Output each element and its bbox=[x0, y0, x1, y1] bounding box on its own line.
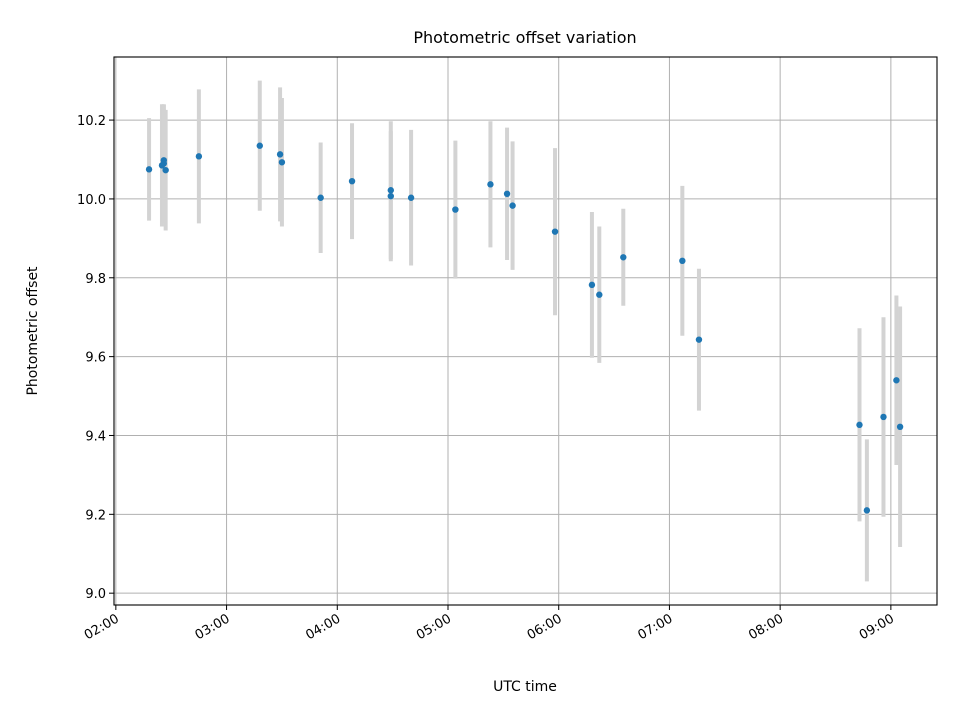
y-tick-label: 10.0 bbox=[77, 193, 106, 208]
data-point bbox=[452, 206, 459, 213]
y-tick-label: 9.0 bbox=[85, 587, 106, 602]
data-point bbox=[551, 228, 559, 235]
y-tick-label: 9.4 bbox=[85, 429, 106, 444]
data-point bbox=[695, 336, 703, 343]
y-tick-label: 9.2 bbox=[85, 508, 106, 523]
data-point bbox=[256, 142, 263, 149]
data-points bbox=[145, 142, 904, 514]
data-point bbox=[893, 377, 900, 384]
x-axis-label: UTC time bbox=[493, 679, 557, 695]
chart-title: Photometric offset variation bbox=[413, 28, 636, 47]
grid bbox=[114, 57, 937, 605]
plot-frame bbox=[113, 56, 938, 606]
data-point bbox=[387, 192, 394, 200]
y-axis-label: Photometric offset bbox=[25, 266, 41, 396]
data-point bbox=[863, 507, 871, 514]
data-point bbox=[276, 151, 284, 158]
data-point bbox=[195, 153, 203, 160]
data-point bbox=[387, 187, 394, 194]
data-point bbox=[317, 194, 324, 201]
y-tick-label: 9.6 bbox=[85, 351, 106, 366]
data-point bbox=[348, 177, 356, 185]
y-tick-label: 9.8 bbox=[85, 272, 106, 287]
data-point bbox=[509, 202, 516, 209]
data-point bbox=[588, 281, 596, 289]
data-point bbox=[679, 257, 686, 265]
data-point bbox=[503, 190, 511, 198]
y-tick-label: 10.2 bbox=[77, 114, 106, 129]
data-point bbox=[880, 413, 887, 421]
data-point bbox=[145, 166, 153, 173]
data-point bbox=[896, 423, 904, 431]
data-point bbox=[407, 194, 415, 201]
data-point bbox=[620, 254, 627, 261]
data-point bbox=[162, 166, 169, 174]
data-point bbox=[856, 421, 863, 429]
y-axis-ticks: 9.0 9.2 9.4 9.6 9.8 10.0 10.2 bbox=[77, 114, 114, 602]
data-point bbox=[278, 159, 286, 166]
data-point bbox=[596, 291, 603, 298]
data-point bbox=[487, 181, 494, 188]
data-point bbox=[160, 160, 168, 167]
